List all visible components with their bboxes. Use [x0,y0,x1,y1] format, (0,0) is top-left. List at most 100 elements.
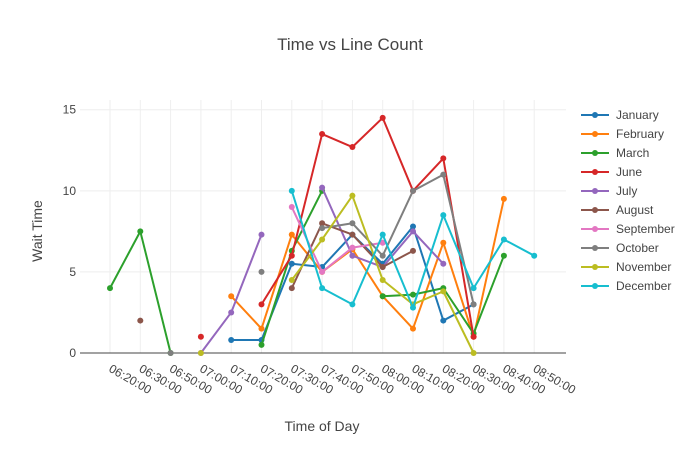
data-point[interactable] [107,285,113,292]
legend-label: August [616,203,654,217]
data-point[interactable] [500,195,507,202]
data-point[interactable] [288,204,295,211]
y-axis-title: Wait Time [29,200,45,262]
data-point[interactable] [319,131,326,138]
data-point[interactable] [319,225,326,232]
data-point[interactable] [410,223,416,230]
legend[interactable]: January February March June July August Septem… [581,108,675,293]
legend-item-january[interactable]: January [581,108,659,122]
series-december [288,187,538,311]
y-tick-label: 10 [63,184,77,198]
data-point[interactable] [349,144,356,151]
data-point[interactable] [319,220,326,227]
legend-item-august[interactable]: August [581,203,654,217]
legend-label: January [616,108,659,122]
data-point[interactable] [379,277,386,284]
data-point[interactable] [137,228,144,235]
legend-swatch-marker [592,226,598,232]
data-point[interactable] [379,231,386,238]
data-point[interactable] [258,231,265,238]
y-tick-label: 5 [69,265,76,279]
data-point[interactable] [288,231,295,238]
legend-swatch-marker [592,188,598,194]
data-point[interactable] [440,212,447,219]
data-point[interactable] [288,277,295,284]
data-point[interactable] [349,244,356,251]
data-point[interactable] [500,236,507,243]
data-point[interactable] [137,317,144,324]
data-point[interactable] [228,309,235,316]
data-point[interactable] [258,325,265,332]
data-point[interactable] [197,350,204,356]
data-point[interactable] [500,252,507,259]
data-point[interactable] [197,333,204,340]
legend-item-june[interactable]: June [581,165,642,179]
series-june [197,114,477,340]
data-point[interactable] [379,114,386,121]
data-point[interactable] [470,301,477,308]
data-point[interactable] [440,288,447,295]
legend-label: February [616,127,664,141]
data-point[interactable] [379,239,386,246]
data-point[interactable] [379,252,386,259]
data-point[interactable] [410,247,416,254]
legend-label: December [616,279,671,293]
data-point[interactable] [319,184,326,191]
legend-swatch-marker [592,169,598,175]
legend-item-october[interactable]: October [581,241,659,255]
data-point[interactable] [440,239,447,246]
legend-item-july[interactable]: July [581,184,637,198]
data-point[interactable] [410,187,416,194]
legend-swatch-marker [592,245,598,251]
data-point[interactable] [319,285,326,292]
data-point[interactable] [470,285,477,292]
data-point[interactable] [349,252,356,259]
data-point[interactable] [167,350,174,356]
chart-title: Time vs Line Count [277,35,423,54]
legend-label: October [616,241,659,255]
data-point[interactable] [379,293,386,300]
data-point[interactable] [470,333,477,340]
data-point[interactable] [410,304,416,311]
legend-item-december[interactable]: December [581,279,671,293]
series-august [137,220,416,324]
legend-swatch-marker [592,264,598,270]
data-point[interactable] [440,155,447,162]
legend-item-november[interactable]: November [581,260,671,274]
data-point[interactable] [258,301,265,308]
data-point[interactable] [288,260,295,267]
data-point[interactable] [440,317,447,324]
data-point[interactable] [258,341,265,348]
data-point[interactable] [228,293,235,300]
y-tick-label: 15 [63,103,77,117]
data-point[interactable] [440,171,447,178]
legend-label: July [616,184,637,198]
series-october [167,171,477,356]
data-point[interactable] [349,192,356,199]
series-november [197,192,477,356]
data-point[interactable] [379,264,386,271]
data-point[interactable] [288,252,295,259]
data-point[interactable] [319,236,326,243]
data-point[interactable] [228,337,235,344]
legend-item-march[interactable]: March [581,146,649,160]
data-point[interactable] [319,268,326,275]
data-point[interactable] [258,268,265,275]
legend-label: March [616,146,649,160]
data-point[interactable] [349,231,356,238]
data-point[interactable] [440,260,447,267]
legend-swatch-marker [592,283,598,289]
data-point[interactable] [410,228,416,235]
data-point[interactable] [470,350,477,356]
data-point[interactable] [410,291,416,298]
x-axis-title: Time of Day [285,418,360,434]
data-point[interactable] [410,325,416,332]
data-point[interactable] [288,285,295,292]
data-point[interactable] [349,301,356,308]
legend-item-september[interactable]: September [581,222,675,236]
legend-item-february[interactable]: February [581,127,664,141]
data-point[interactable] [349,220,356,227]
data-point[interactable] [531,252,538,259]
data-point[interactable] [288,187,295,194]
legend-swatch-marker [592,207,598,213]
